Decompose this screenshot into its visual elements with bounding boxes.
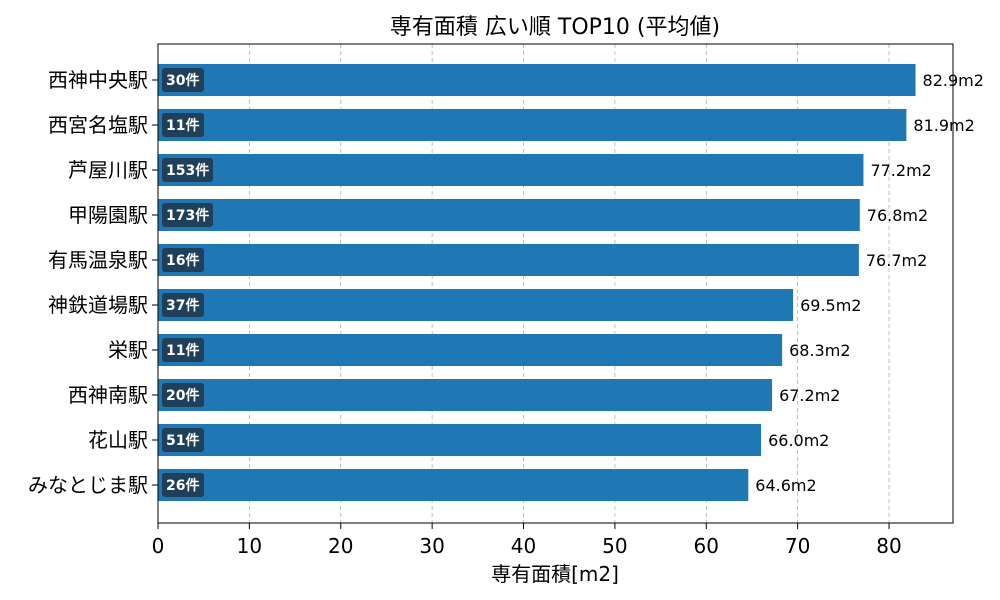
count-badge — [162, 248, 204, 272]
x-tick-label: 10 — [237, 534, 262, 558]
count-badge — [162, 473, 204, 497]
y-tick-labels: 西神中央駅西宮名塩駅芦屋川駅甲陽園駅有馬温泉駅神鉄道場駅栄駅西神南駅花山駅みなと… — [28, 68, 158, 497]
count-badge — [162, 158, 213, 182]
bar — [158, 244, 859, 276]
count-label: 11件 — [166, 117, 199, 134]
bar — [158, 289, 794, 321]
value-label: 76.8m2 — [867, 206, 928, 225]
bar — [158, 379, 773, 411]
value-label: 76.7m2 — [866, 251, 927, 270]
y-tick-label: 有馬温泉駅 — [48, 248, 148, 272]
count-badges-group: 30件 11件 153件 173件 16件 37件 11件 20件 51件 26件 — [162, 68, 213, 497]
x-tick-label: 60 — [694, 534, 719, 558]
y-tick-label: 花山駅 — [88, 428, 148, 452]
count-label: 153件 — [166, 162, 209, 179]
plot-frame — [157, 43, 954, 524]
count-badge — [162, 383, 204, 407]
count-label: 26件 — [166, 477, 199, 494]
bar — [158, 334, 783, 366]
count-label: 30件 — [166, 72, 199, 89]
y-tick-label: 芦屋川駅 — [68, 158, 148, 182]
bar — [158, 469, 749, 501]
y-tick-label: 西神中央駅 — [48, 68, 148, 92]
count-badge — [162, 68, 204, 92]
x-tick-label: 40 — [511, 534, 536, 558]
value-label: 68.3m2 — [789, 341, 850, 360]
count-badge — [162, 113, 204, 137]
count-label: 173件 — [166, 207, 209, 224]
bar — [158, 424, 762, 456]
y-tick-label: 栄駅 — [108, 338, 148, 362]
x-tick-label: 30 — [419, 534, 444, 558]
x-axis-label: 専有面積[m2] — [491, 562, 619, 586]
x-tick-labels: 0 10 20 30 40 50 60 70 80 — [152, 523, 902, 558]
value-label: 77.2m2 — [870, 161, 931, 180]
value-label: 81.9m2 — [913, 116, 974, 135]
count-badge — [162, 338, 204, 362]
x-tick-label: 80 — [876, 534, 901, 558]
y-tick-label: 神鉄道場駅 — [48, 293, 148, 317]
count-label: 51件 — [166, 432, 199, 449]
bar — [158, 109, 907, 141]
x-tick-label: 70 — [785, 534, 810, 558]
value-label: 64.6m2 — [755, 476, 816, 495]
count-badge — [162, 428, 204, 452]
value-label: 66.0m2 — [768, 431, 829, 450]
count-badge — [162, 293, 204, 317]
x-tick-label: 20 — [328, 534, 353, 558]
y-tick-label: 甲陽園駅 — [68, 203, 148, 227]
bar — [158, 64, 916, 96]
bars-group — [158, 64, 916, 501]
y-tick-label: みなとじま駅 — [28, 473, 148, 497]
x-tick-label: 50 — [602, 534, 627, 558]
value-label: 69.5m2 — [800, 296, 861, 315]
count-label: 11件 — [166, 342, 199, 359]
y-tick-label: 西宮名塩駅 — [48, 113, 148, 137]
count-label: 20件 — [166, 387, 199, 404]
value-label: 67.2m2 — [779, 386, 840, 405]
y-tick-label: 西神南駅 — [68, 383, 148, 407]
value-labels-group: 82.9m281.9m277.2m276.8m276.7m269.5m268.3… — [755, 71, 984, 495]
count-badge — [162, 203, 213, 227]
count-label: 37件 — [166, 297, 199, 314]
bar — [158, 154, 864, 186]
bar — [158, 199, 860, 231]
count-label: 16件 — [166, 252, 199, 269]
x-tick-label: 0 — [152, 534, 165, 558]
chart-title: 専有面積 広い順 TOP10 (平均値) — [390, 15, 720, 40]
